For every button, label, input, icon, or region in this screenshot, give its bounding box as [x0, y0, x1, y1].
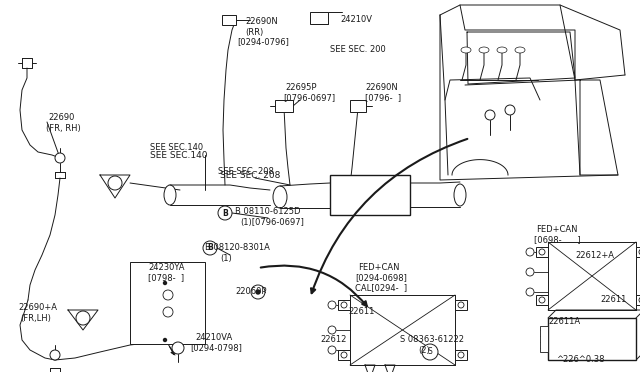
Bar [130, 262, 205, 344]
Circle shape [50, 350, 60, 360]
Text: 22611: 22611 [600, 295, 627, 305]
Circle shape [639, 249, 640, 255]
Bar [540, 326, 548, 352]
Text: SEE SEC. 208: SEE SEC. 208 [218, 167, 274, 176]
Ellipse shape [497, 47, 507, 53]
Bar [275, 100, 293, 112]
Circle shape [505, 105, 515, 115]
Text: SEE SEC. 200: SEE SEC. 200 [330, 45, 386, 55]
Text: (1)[0796-0697]: (1)[0796-0697] [240, 218, 304, 227]
Text: (FR,LH): (FR,LH) [20, 314, 51, 323]
Circle shape [526, 268, 534, 276]
Circle shape [485, 110, 495, 120]
Text: (1): (1) [220, 253, 232, 263]
Circle shape [328, 326, 336, 334]
Text: 22690: 22690 [48, 113, 74, 122]
Bar [455, 300, 467, 310]
Circle shape [458, 352, 464, 358]
Text: 22612: 22612 [320, 336, 346, 344]
Text: [0294-0698]: [0294-0698] [355, 273, 407, 282]
Circle shape [76, 311, 90, 325]
FancyArrowPatch shape [311, 139, 467, 293]
Circle shape [526, 248, 534, 256]
Circle shape [341, 352, 347, 358]
Circle shape [251, 285, 265, 299]
Text: ^226^0.38: ^226^0.38 [556, 356, 605, 365]
Circle shape [203, 241, 217, 255]
Circle shape [163, 339, 166, 341]
Text: [0798-  ]: [0798- ] [148, 273, 184, 282]
Text: FED+CAN: FED+CAN [358, 263, 399, 273]
Text: B: B [222, 208, 228, 218]
Circle shape [163, 290, 173, 300]
Text: SEE SEC.140: SEE SEC.140 [150, 144, 203, 153]
Text: [0698-      ]: [0698- ] [534, 235, 580, 244]
Circle shape [526, 288, 534, 296]
Ellipse shape [454, 184, 466, 206]
Text: [0294-0798]: [0294-0798] [190, 343, 242, 353]
FancyArrowPatch shape [260, 266, 367, 306]
Bar [338, 300, 350, 310]
Text: B: B [207, 244, 213, 253]
Circle shape [539, 249, 545, 255]
Text: 22060P: 22060P [235, 288, 266, 296]
Text: S: S [428, 347, 433, 356]
Circle shape [341, 302, 347, 308]
Text: CAL[0294-  ]: CAL[0294- ] [355, 283, 407, 292]
Text: B 08120-8301A: B 08120-8301A [205, 244, 270, 253]
Ellipse shape [273, 186, 287, 208]
Circle shape [639, 297, 640, 303]
Circle shape [108, 176, 122, 190]
Bar [310, 12, 328, 24]
Circle shape [422, 344, 438, 360]
Circle shape [55, 153, 65, 163]
Text: (RR): (RR) [245, 28, 263, 36]
Text: B 08110-6125D: B 08110-6125D [235, 208, 301, 217]
Bar [636, 247, 640, 257]
Text: 22690N: 22690N [245, 17, 278, 26]
Circle shape [256, 290, 260, 294]
Ellipse shape [479, 47, 489, 53]
Circle shape [539, 297, 545, 303]
Circle shape [328, 301, 336, 309]
Text: 22690+A: 22690+A [18, 304, 57, 312]
Circle shape [458, 302, 464, 308]
Bar [350, 100, 366, 112]
Text: [0294-0796]: [0294-0796] [237, 38, 289, 46]
Circle shape [163, 282, 166, 285]
Bar [536, 247, 548, 257]
Text: S 08363-61222: S 08363-61222 [400, 336, 464, 344]
Text: 22612+A: 22612+A [575, 250, 614, 260]
Text: SEE SEC. 208: SEE SEC. 208 [220, 170, 280, 180]
Bar [222, 15, 236, 25]
Circle shape [172, 342, 184, 354]
Text: 22695P: 22695P [285, 83, 317, 93]
Bar [455, 350, 467, 360]
Circle shape [163, 307, 173, 317]
Text: 24230YA: 24230YA [148, 263, 184, 273]
Text: 22690N: 22690N [365, 83, 397, 93]
Ellipse shape [461, 47, 471, 53]
Circle shape [328, 346, 336, 354]
Bar [536, 295, 548, 305]
Text: 22611: 22611 [348, 308, 374, 317]
Bar [330, 175, 410, 215]
Circle shape [218, 206, 232, 220]
Ellipse shape [515, 47, 525, 53]
Bar [338, 350, 350, 360]
Text: 22611A: 22611A [548, 317, 580, 327]
Text: [0796-0697]: [0796-0697] [283, 93, 335, 103]
Text: (2): (2) [418, 346, 429, 355]
Text: 24210V: 24210V [340, 16, 372, 25]
Text: SEE SEC.140: SEE SEC.140 [150, 151, 207, 160]
Text: (FR, RH): (FR, RH) [46, 124, 81, 132]
Text: 24210VA: 24210VA [195, 334, 232, 343]
Text: [0796-  ]: [0796- ] [365, 93, 401, 103]
Text: FED+CAN: FED+CAN [536, 225, 577, 234]
Bar [548, 318, 636, 360]
Bar [636, 295, 640, 305]
Ellipse shape [164, 185, 176, 205]
